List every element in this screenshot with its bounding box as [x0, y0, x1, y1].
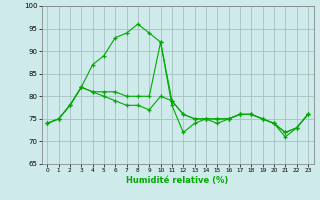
X-axis label: Humidité relative (%): Humidité relative (%) [126, 176, 229, 185]
